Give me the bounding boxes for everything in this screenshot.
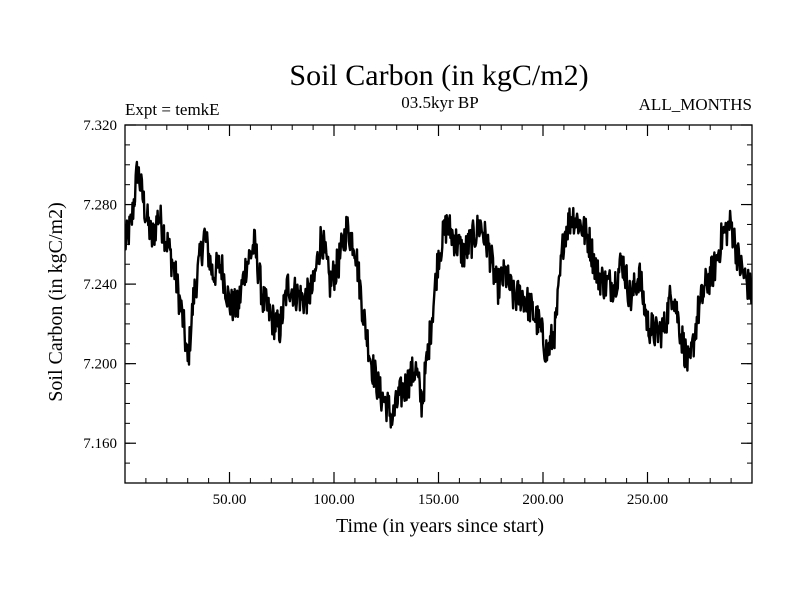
series-line-0 (125, 160, 752, 429)
y-tick-label: 7.200 (83, 357, 117, 373)
y-axis-label: Soil Carbon (in kgC/m2) (45, 202, 67, 401)
x-tick-label: 150.00 (418, 492, 459, 508)
x-tick-label: 250.00 (627, 492, 668, 508)
y-tick-label: 7.280 (83, 198, 117, 214)
x-axis-label: Time (in years since start) (336, 515, 544, 537)
plot-area (125, 160, 752, 429)
x-tick-label: 50.00 (213, 492, 247, 508)
y-tick-label: 7.160 (83, 436, 117, 452)
x-tick-label: 100.00 (313, 492, 354, 508)
period-label: 03.5kyr BP (401, 93, 478, 112)
months-label: ALL_MONTHS (639, 95, 752, 114)
axis-ticks: 50.00 100.00 150.00 200.00 250.00 7.160 7.200 7… (83, 118, 752, 508)
chart-title: Soil Carbon (in kgC/m2) (289, 59, 588, 92)
experiment-label: Expt = temkE (125, 100, 220, 119)
y-tick-label: 7.240 (83, 277, 117, 293)
x-tick-label: 200.00 (522, 492, 563, 508)
y-tick-label: 7.320 (83, 118, 117, 134)
